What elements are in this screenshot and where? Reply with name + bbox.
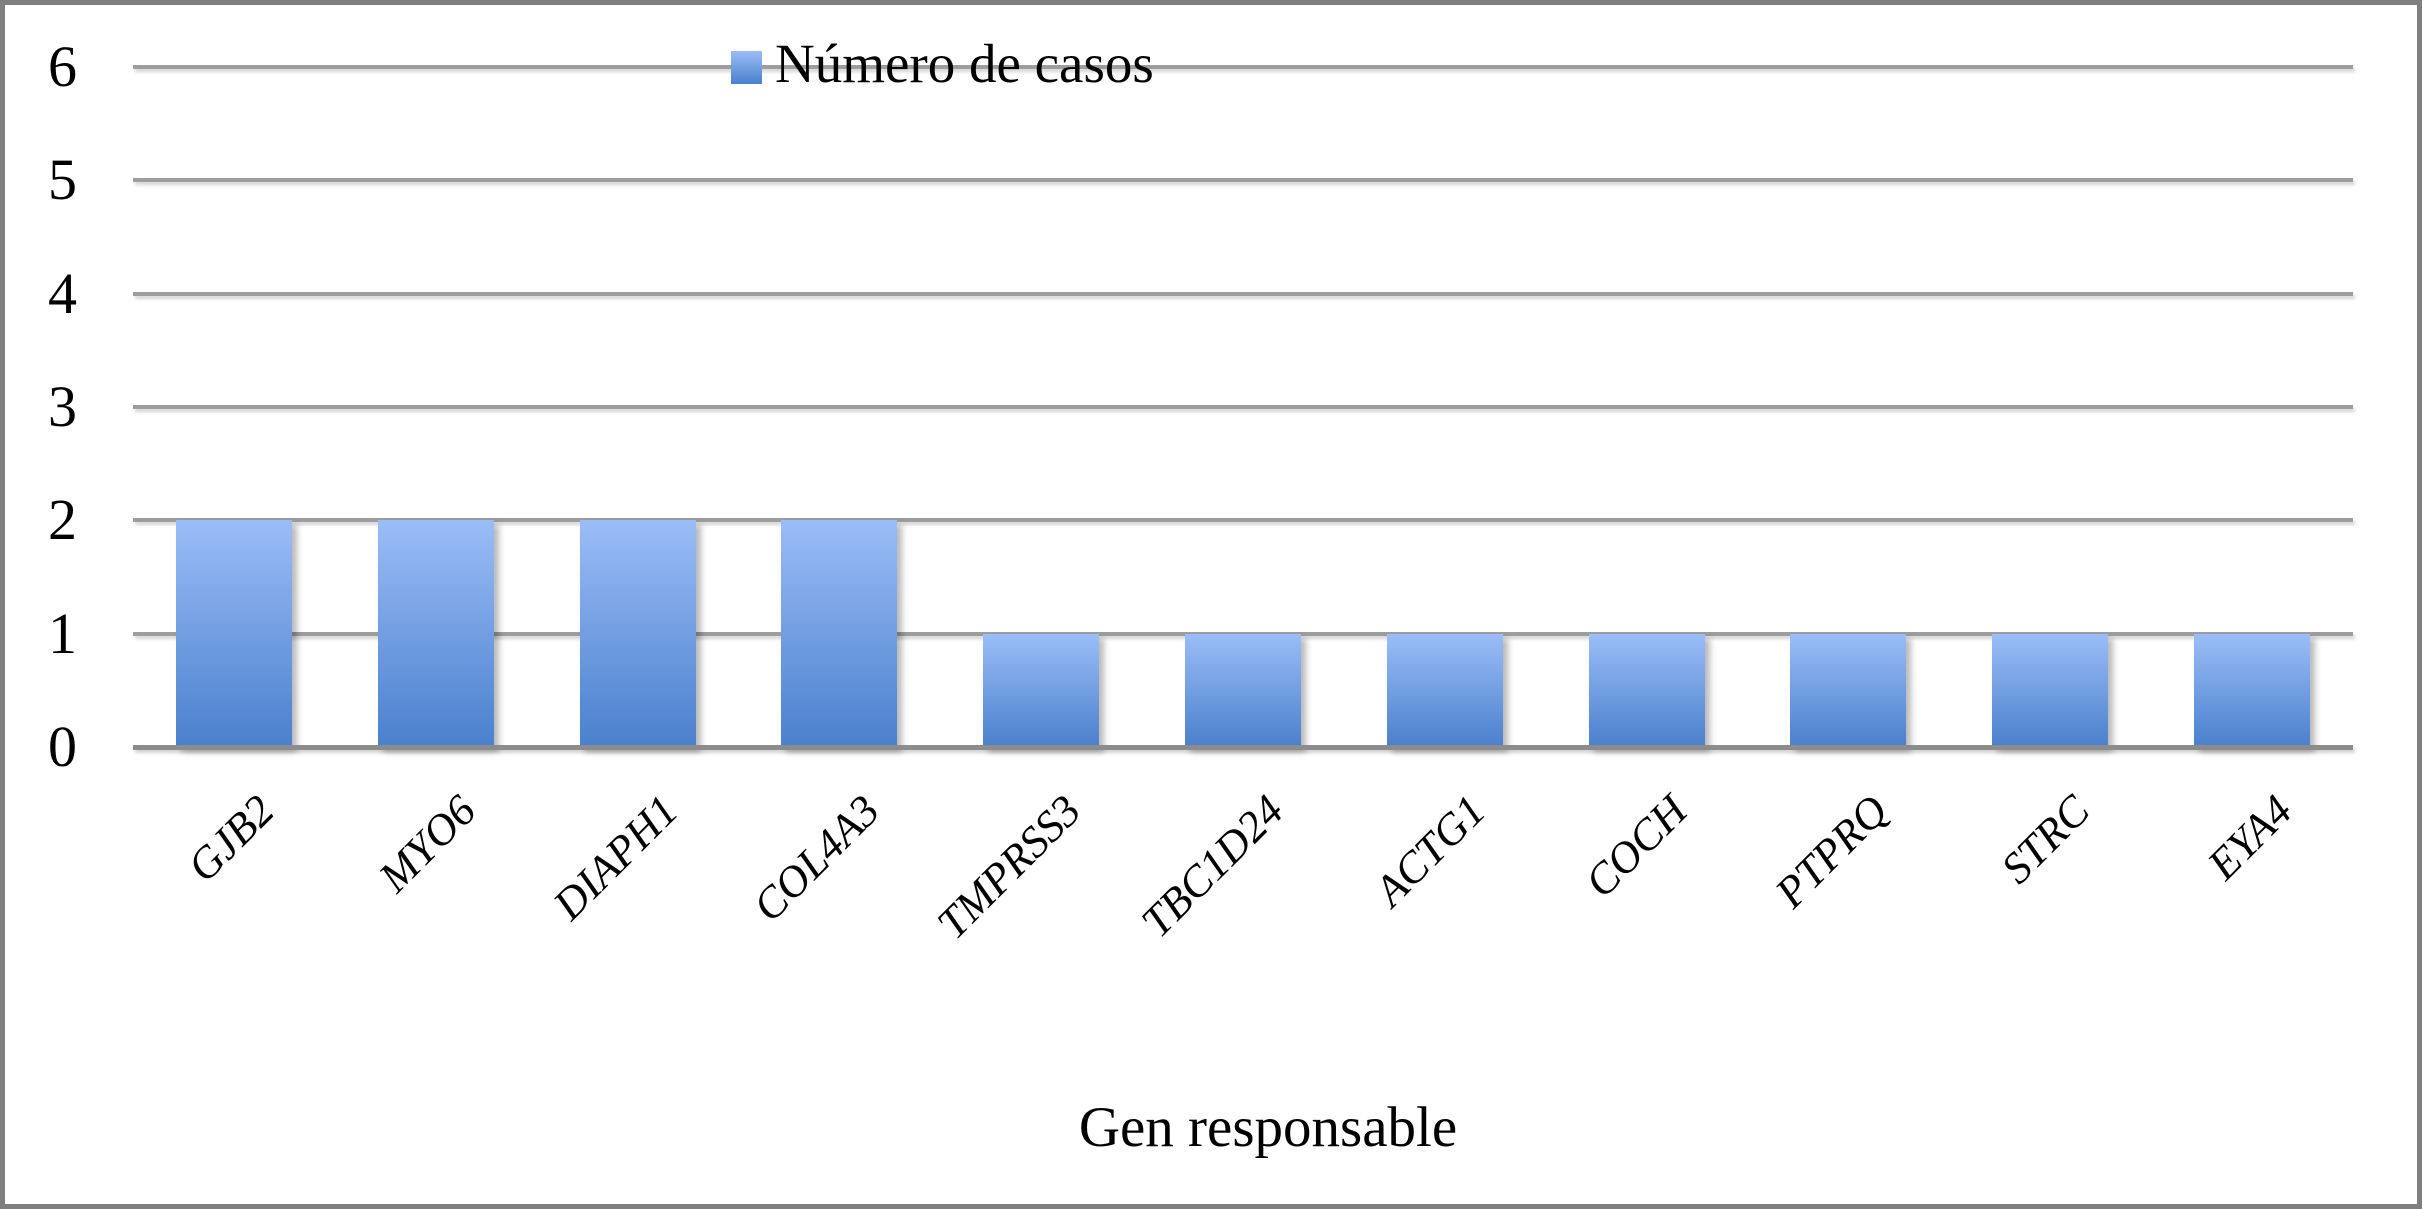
x-tick-label: COL4A3 (743, 785, 889, 932)
x-tick-label: ACTG1 (1364, 785, 1495, 916)
x-tick-label: EYA4 (2198, 785, 2302, 890)
legend-label: Número de casos (775, 33, 1154, 94)
y-tick-label: 2 (48, 487, 77, 552)
bar-gjb2 (176, 520, 292, 747)
y-tick-label: 3 (48, 374, 77, 439)
bar-ptprq (1790, 634, 1906, 747)
y-tick-label: 6 (48, 34, 77, 99)
gridline (133, 405, 2353, 409)
x-tick-label: TBC1D24 (1131, 785, 1293, 947)
x-tick-label: TMPRSS3 (927, 785, 1091, 949)
bar-myo6 (378, 520, 494, 747)
bar-col4a3 (781, 520, 897, 747)
bar-tmprss3 (983, 634, 1099, 747)
y-tick-label: 1 (48, 601, 77, 666)
bar-actg1 (1387, 634, 1503, 747)
x-axis-line (133, 745, 2353, 750)
legend: Número de casos (731, 33, 1154, 95)
x-tick-label: PTPRQ (1765, 785, 1898, 918)
bar-eya4 (2194, 634, 2310, 747)
y-tick-label: 5 (48, 147, 77, 212)
x-tick-label: MYO6 (369, 785, 486, 902)
x-tick-label: COCH (1575, 785, 1697, 907)
x-tick-label: STRC (1992, 785, 2100, 893)
x-tick-label: DIAPH1 (543, 785, 688, 930)
x-axis-title: Gen responsable (1078, 1096, 1458, 1159)
bar-coch (1589, 634, 1705, 747)
gridline (133, 65, 2353, 69)
gridline (133, 178, 2353, 182)
x-tick-label: GJB2 (177, 785, 284, 892)
gridline (133, 518, 2353, 522)
bar-diaph1 (580, 520, 696, 747)
gridline (133, 292, 2353, 296)
bar-strc (1992, 634, 2108, 747)
bar-tbc1d24 (1185, 634, 1301, 747)
y-tick-label: 0 (48, 714, 77, 779)
y-tick-label: 4 (48, 261, 77, 326)
legend-square-icon (731, 50, 762, 84)
